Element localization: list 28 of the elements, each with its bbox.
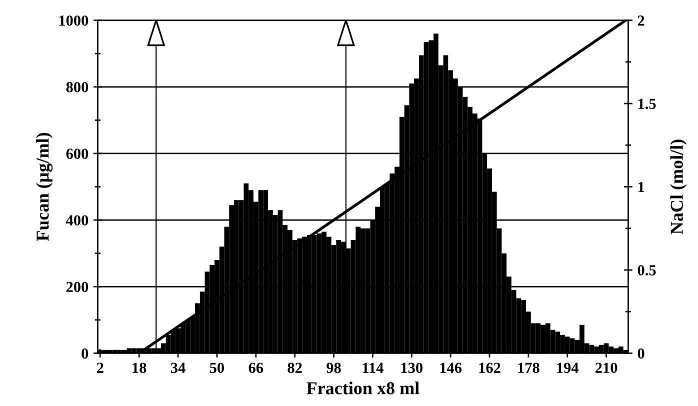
x-tick-label: 194 — [557, 362, 579, 373]
y2-tick-label: 1.5 — [638, 98, 656, 110]
y2-tick-label: 2 — [638, 15, 644, 26]
x-tick-label: 178 — [518, 362, 540, 373]
x-tick-label: 18 — [132, 362, 146, 373]
x-tick-label: 130 — [401, 362, 423, 373]
y-tick-label: 600 — [66, 148, 88, 159]
y2-axis-title: NaCl (mol/l) — [670, 140, 687, 234]
x-tick-label: 82 — [288, 362, 302, 373]
y2-tick-label: 0.5 — [638, 265, 656, 276]
y-tick-label: 0 — [82, 348, 88, 359]
x-tick-label: 98 — [326, 362, 341, 373]
x-tick-label: 2 — [96, 362, 104, 373]
y-tick-label: 200 — [66, 282, 88, 292]
x-tick-label: 114 — [362, 362, 384, 373]
x-tick-label: 162 — [479, 362, 500, 373]
x-tick-label: 210 — [595, 362, 618, 373]
y-tick-label: 800 — [66, 82, 88, 92]
x-tick-label: 34 — [170, 362, 186, 373]
y2-tick-label: 0 — [638, 348, 644, 359]
x-tick-label: 146 — [440, 362, 462, 373]
y-axis-title: Fucan (µg/ml) — [36, 132, 53, 242]
y-tick-label: 400 — [66, 215, 88, 226]
y2-tick-label: 1 — [638, 182, 644, 192]
x-axis-title: Fraction x8 ml — [306, 382, 420, 394]
y-tick-label: 1000 — [59, 15, 88, 26]
x-tick-label: 50 — [210, 362, 224, 373]
x-tick-label: 66 — [248, 362, 264, 373]
